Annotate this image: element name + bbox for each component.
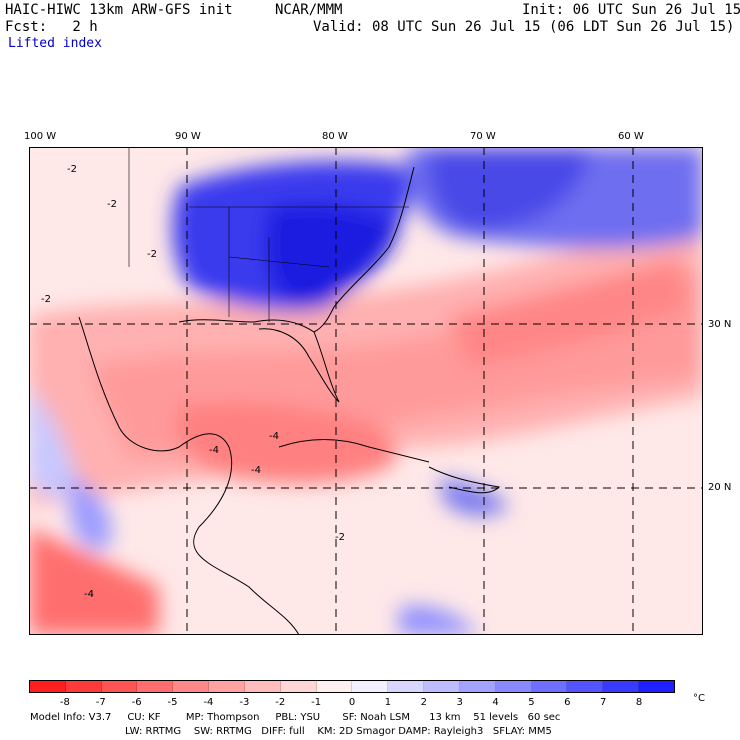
- model-info-line-2: LW: RRTMG SW: RRTMG DIFF: full KM: 2D Sm…: [125, 726, 552, 737]
- field-name: Lifted index: [8, 36, 102, 51]
- contour-label: -2: [67, 164, 77, 175]
- colorbar-box: [280, 681, 317, 692]
- colorbar-box: [30, 681, 66, 692]
- colorbar-box: [424, 681, 460, 692]
- model-title: HAIC-HIWC 13km ARW-GFS init: [5, 2, 233, 18]
- lat-label-30n: 30 N: [708, 319, 732, 330]
- lon-label-80w: 80 W: [322, 131, 348, 142]
- colorbar-tick-label: 1: [384, 697, 392, 708]
- colorbar-unit: °C: [693, 693, 705, 704]
- colorbar-box: [65, 681, 102, 692]
- lon-label-90w: 90 W: [175, 131, 201, 142]
- lon-label-100w: 100 W: [24, 131, 57, 142]
- contour-label: -4: [251, 465, 261, 476]
- model-info-line-1: Model Info: V3.7 CU: KF MP: Thompson PBL…: [30, 712, 561, 723]
- colorbar-tick-label: -4: [203, 697, 214, 708]
- colorbar-box: [352, 681, 389, 692]
- colorbar-box: [495, 681, 532, 692]
- contour-label: -4: [84, 589, 94, 600]
- colorbar-tick-label: 6: [564, 697, 571, 708]
- contour-label: -2: [41, 294, 51, 305]
- colorbar-box: [173, 681, 210, 692]
- colorbar-box: [567, 681, 604, 692]
- colorbar-tick-label: -8: [59, 697, 70, 708]
- contour-label: -2: [107, 199, 117, 210]
- colorbar-box: [639, 681, 674, 692]
- colorbar-box: [531, 681, 568, 692]
- contour-label: -4: [209, 445, 219, 456]
- colorbar-tick-label: 4: [492, 697, 499, 708]
- colorbar-box: [316, 681, 353, 692]
- colorbar-tick-label: 5: [528, 697, 535, 708]
- colorbar-tick-label: 7: [600, 697, 607, 708]
- contour-label: -4: [269, 431, 279, 442]
- lat-label-20n: 20 N: [708, 482, 732, 493]
- lifted-index-map: -2 -2 -2 -2 -4 -4 -4 -4 -2: [29, 147, 703, 635]
- colorbar-tick-label: 2: [420, 697, 427, 708]
- colorbar-tick-label: -3: [239, 697, 250, 708]
- valid-time: Valid: 08 UTC Sun 26 Jul 15 (06 LDT Sun …: [313, 19, 735, 35]
- colorbar-box: [244, 681, 281, 692]
- colorbar-tick-label: -6: [131, 697, 142, 708]
- colorbar-box: [101, 681, 138, 692]
- colorbar-tick-label: -1: [311, 697, 322, 708]
- colorbar-tick-label: 3: [456, 697, 463, 708]
- lon-label-70w: 70 W: [470, 131, 496, 142]
- colorbar-tick-label: -7: [95, 697, 106, 708]
- colorbar-tick-label: -2: [275, 697, 286, 708]
- colorbar-tick-label: -5: [167, 697, 178, 708]
- forecast-hour: Fcst: 2 h: [5, 19, 98, 35]
- colorbar-box: [388, 681, 425, 692]
- colorbar: [29, 680, 675, 693]
- center-title: NCAR/MMM: [275, 2, 343, 18]
- colorbar-box: [603, 681, 640, 692]
- colorbar-box: [137, 681, 174, 692]
- colorbar-box: [209, 681, 245, 692]
- colorbar-box: [459, 681, 496, 692]
- init-time: Init: 06 UTC Sun 26 Jul 15: [522, 2, 740, 18]
- colorbar-tick-label: 8: [635, 697, 643, 708]
- contour-label: -2: [147, 249, 157, 260]
- lon-label-60w: 60 W: [618, 131, 644, 142]
- colorbar-tick-label: 0: [348, 697, 356, 708]
- contour-label: -2: [335, 532, 345, 543]
